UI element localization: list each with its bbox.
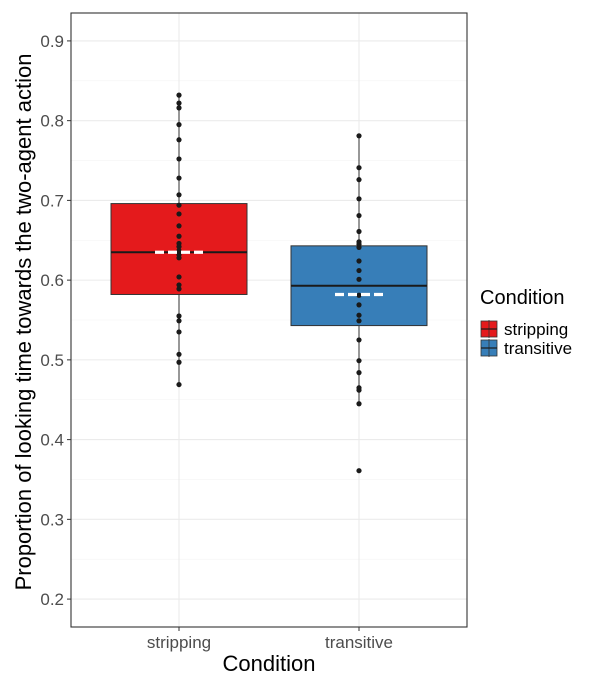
data-point	[176, 105, 182, 111]
y-axis-ticks: 0.2 0.3 0.4 0.5 0.6 0.7 0.8 0.9	[40, 32, 71, 609]
data-point	[356, 276, 362, 282]
y-tick-label: 0.8	[40, 112, 64, 131]
data-point	[176, 313, 182, 319]
data-point	[356, 387, 362, 393]
y-tick-label: 0.6	[40, 271, 64, 290]
data-point	[176, 318, 182, 324]
data-point	[176, 100, 182, 106]
data-point	[176, 122, 182, 128]
data-point	[176, 233, 182, 239]
data-point	[176, 137, 182, 143]
data-point	[176, 351, 182, 357]
data-point	[176, 282, 182, 288]
data-point	[356, 258, 362, 264]
data-point	[176, 286, 182, 292]
legend-key-transitive	[480, 339, 498, 357]
data-point	[356, 302, 362, 308]
data-point	[356, 312, 362, 318]
data-point	[356, 228, 362, 235]
legend-label: transitive	[504, 339, 572, 358]
y-tick-label: 0.3	[40, 510, 64, 529]
y-tick-label: 0.9	[40, 32, 64, 51]
x-tick-label: stripping	[147, 633, 211, 652]
data-point	[176, 92, 182, 98]
points-stripping	[155, 92, 203, 388]
data-points	[155, 92, 383, 474]
data-point	[176, 248, 182, 254]
data-point	[176, 329, 182, 335]
data-point	[356, 370, 362, 376]
data-point	[356, 196, 362, 202]
data-point	[176, 255, 182, 261]
y-tick-label: 0.5	[40, 351, 64, 370]
data-point	[356, 165, 362, 171]
y-tick-label: 0.2	[40, 590, 64, 609]
data-point	[356, 177, 362, 183]
data-point	[176, 244, 182, 250]
legend-title: Condition	[480, 287, 565, 309]
legend-label: stripping	[504, 320, 568, 339]
y-axis-title: Proportion of looking time towards the t…	[11, 54, 36, 591]
data-point	[356, 337, 362, 343]
data-point	[356, 133, 362, 139]
y-tick-label: 0.4	[40, 431, 64, 450]
data-point	[176, 223, 182, 229]
points-transitive	[335, 133, 383, 474]
data-point	[356, 318, 362, 324]
x-axis-title: Condition	[223, 651, 316, 676]
y-tick-label: 0.7	[40, 191, 64, 210]
data-point	[176, 211, 182, 217]
data-point	[176, 274, 182, 280]
data-point	[176, 359, 182, 365]
x-axis-ticks: stripping transitive	[147, 627, 393, 652]
data-point	[176, 381, 182, 388]
data-point	[176, 175, 182, 181]
data-point	[176, 202, 182, 208]
data-point	[356, 212, 362, 219]
data-point	[356, 468, 362, 474]
data-point	[356, 401, 362, 407]
data-point	[356, 358, 362, 364]
x-tick-label: transitive	[325, 633, 393, 652]
data-point	[176, 192, 182, 198]
data-point	[176, 156, 182, 162]
data-point	[356, 267, 362, 274]
legend-key-stripping	[480, 320, 498, 338]
data-point	[356, 244, 362, 251]
data-point	[356, 292, 362, 298]
panel-border	[70, 12, 468, 628]
